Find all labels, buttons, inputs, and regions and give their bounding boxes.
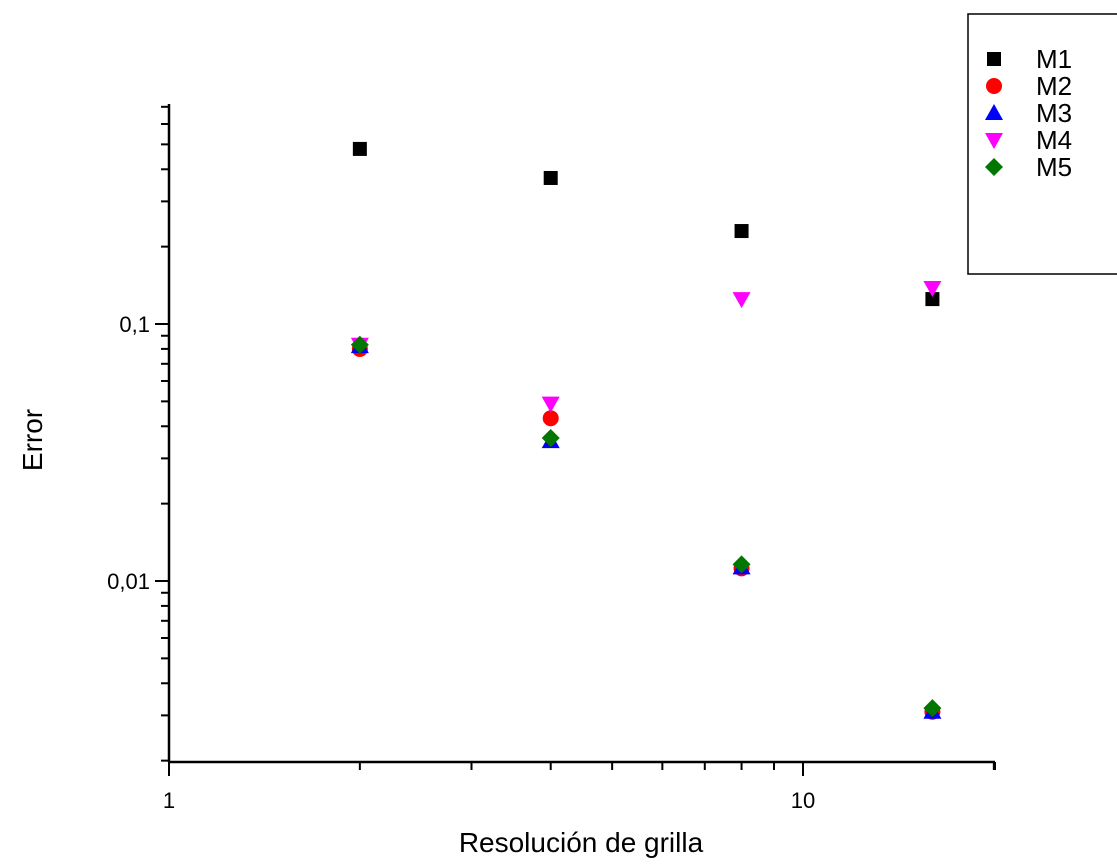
series-m5 <box>351 336 942 717</box>
series-m3 <box>351 337 942 719</box>
x-axis-title: Resolución de grilla <box>459 827 704 858</box>
series-m2 <box>352 341 941 720</box>
data-points <box>351 142 942 720</box>
legend-label-m3: M3 <box>1036 98 1072 128</box>
data-point-m1 <box>353 142 367 156</box>
legend-marker-m1 <box>987 52 1001 66</box>
y-axis-title: Error <box>17 409 48 471</box>
x-tick-label: 10 <box>791 788 815 813</box>
legend-label-m5: M5 <box>1036 152 1072 182</box>
data-point-m4 <box>733 292 751 308</box>
legend-label-m2: M2 <box>1036 71 1072 101</box>
series-m4 <box>351 281 942 413</box>
legend-label-m4: M4 <box>1036 125 1072 155</box>
data-point-m4 <box>542 397 560 413</box>
data-point-m1 <box>735 224 749 238</box>
y-tick-label: 0,1 <box>119 312 150 337</box>
data-point-m1 <box>544 171 558 185</box>
axes <box>169 104 995 762</box>
ticks <box>155 107 995 776</box>
y-tick-label: 0,01 <box>107 569 150 594</box>
tick-labels: 1 10 0,01 0,1 <box>107 312 815 813</box>
series-m1 <box>353 142 940 306</box>
legend-marker-m2 <box>986 78 1002 94</box>
x-tick-label: 1 <box>163 788 175 813</box>
legend-label-m1: M1 <box>1036 44 1072 74</box>
